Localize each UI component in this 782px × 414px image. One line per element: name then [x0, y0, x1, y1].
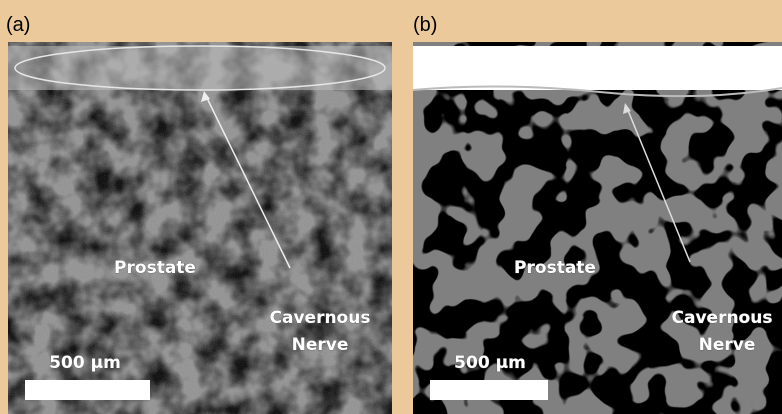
scale-bar-label: 500 µm — [454, 353, 526, 373]
annotation: Cavernous — [672, 308, 773, 328]
figure: (a) Prostate Cavernous Nerve 500 µm (b) … — [0, 0, 782, 414]
annotation: Cavernous — [270, 308, 371, 328]
annotation: Nerve — [699, 335, 756, 355]
annotation: Nerve — [292, 335, 349, 355]
annotation: Prostate — [114, 258, 196, 278]
panel-label: (a) — [6, 14, 30, 36]
annotation: Prostate — [514, 258, 596, 278]
page: (a) Prostate Cavernous Nerve 500 µm (b) … — [0, 0, 782, 414]
panel-label: (b) — [413, 14, 437, 36]
scale-bar-label: 500 µm — [49, 353, 121, 373]
